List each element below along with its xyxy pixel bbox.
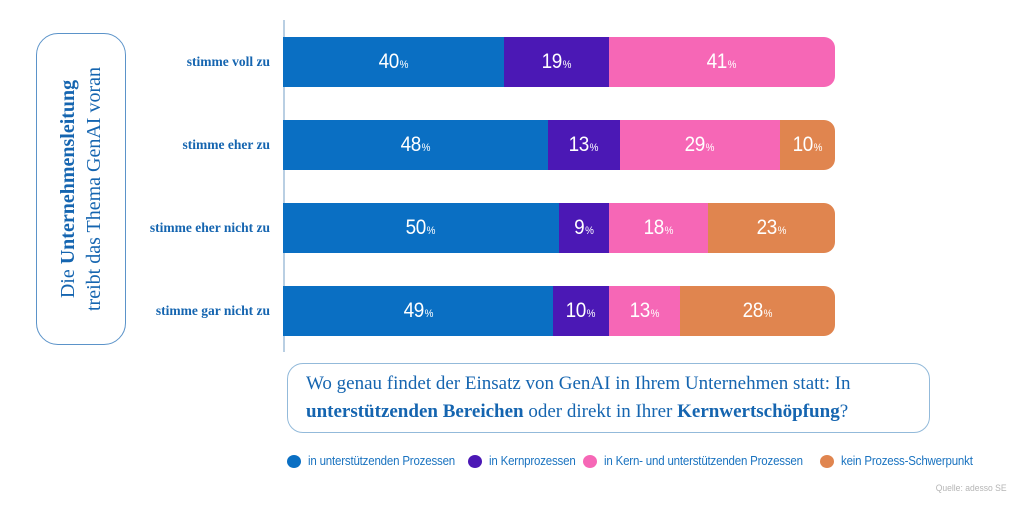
segment-value-label: 13% [629, 299, 660, 322]
bar-track: 50% 9% 18% 23% [283, 203, 835, 253]
bar-row: stimme eher zu 48% 13% 29% 10% [133, 120, 835, 170]
legend: in unterstützenden Prozessen in Kernproze… [287, 454, 973, 468]
segment-value-label: 49% [403, 299, 434, 322]
legend-dot-icon [467, 454, 482, 468]
segment-value-label: 9% [573, 216, 594, 239]
category-label: stimme gar nicht zu [155, 303, 270, 318]
bar-segment: 28% [680, 286, 835, 336]
bar-segment: 10% [553, 286, 609, 336]
chart-title-line1: Die Unternehmensleitung [57, 79, 79, 299]
source-credit: Quelle: adesso SE [936, 483, 1007, 493]
bar-segment: 13% [547, 120, 620, 170]
chart-title: Die Unternehmensleitung treibt das Thema… [38, 39, 124, 339]
legend-label: in Kernprozessen [488, 454, 576, 468]
bar-segment: 41% [608, 37, 835, 87]
bar-chart: stimme voll zu 40% 19% 41% stimme eher zu 48%… [133, 37, 835, 369]
chart-title-box: Die Unternehmensleitung treibt das Thema… [36, 33, 126, 345]
question-box: Wo genau findet der Einsatz von GenAI in… [287, 363, 930, 433]
bar-segment: 23% [708, 203, 835, 253]
bar-segment: 49% [283, 286, 554, 336]
segment-value-label: 19% [541, 50, 572, 73]
legend-label: in Kern- und unterstützenden Prozessen [603, 454, 803, 468]
bar-row: stimme voll zu 40% 19% 41% [133, 37, 835, 87]
legend-item: in Kernprozessen [467, 454, 583, 468]
legend-item: in Kern- und unterstützenden Prozessen [582, 454, 820, 468]
legend-label: kein Prozess-Schwerpunkt [841, 454, 973, 468]
segment-value-label: 23% [756, 216, 787, 239]
question-text: Wo genau findet der Einsatz von GenAI in… [306, 373, 851, 422]
segment-value-label: 50% [406, 216, 436, 239]
segment-value-label: 13% [568, 133, 599, 156]
legend-dot-icon [582, 454, 597, 468]
segment-value-label: 48% [400, 133, 431, 156]
axis-baseline [283, 20, 285, 352]
segment-value-label: 29% [684, 133, 715, 156]
legend-dot-icon [287, 454, 301, 468]
bar-row: stimme eher nicht zu 50% 9% 18% 23% [133, 203, 835, 253]
bar-track: 40% 19% 41% [283, 37, 835, 87]
category-label: stimme eher zu [182, 137, 270, 152]
bar-segment: 29% [619, 120, 780, 170]
bar-segment: 48% [283, 120, 548, 170]
segment-value-label: 28% [742, 299, 773, 322]
segment-value-label: 18% [643, 216, 674, 239]
segment-value-label: 40% [378, 50, 409, 73]
bar-segment: 13% [608, 286, 681, 336]
bar-segment: 18% [608, 203, 709, 253]
segment-value-label: 41% [706, 50, 737, 73]
legend-item: in unterstützenden Prozessen [287, 454, 468, 468]
bar-track: 49% 10% 13% 28% [283, 286, 835, 336]
legend-label: in unterstützenden Prozessen [308, 454, 455, 468]
legend-item: kein Prozess-Schwerpunkt [820, 454, 984, 468]
legend-dot-icon [820, 454, 835, 468]
category-label: stimme voll zu [186, 54, 270, 69]
bar-segment: 40% [283, 37, 504, 87]
chart-title-line2: treibt das Thema GenAI voran [83, 67, 105, 311]
bar-segment: 9% [559, 203, 609, 253]
bar-segment: 50% [283, 203, 559, 253]
category-label: stimme eher nicht zu [149, 220, 270, 235]
bar-segment: 19% [503, 37, 609, 87]
bar-segment: 10% [779, 120, 835, 170]
bar-track: 48% 13% 29% 10% [283, 120, 835, 170]
bar-rows: stimme voll zu 40% 19% 41% stimme eher zu 48%… [133, 37, 835, 336]
bar-row: stimme gar nicht zu 49% 10% 13% 28% [133, 286, 835, 336]
segment-value-label: 10% [792, 133, 823, 156]
segment-value-label: 10% [566, 299, 596, 322]
